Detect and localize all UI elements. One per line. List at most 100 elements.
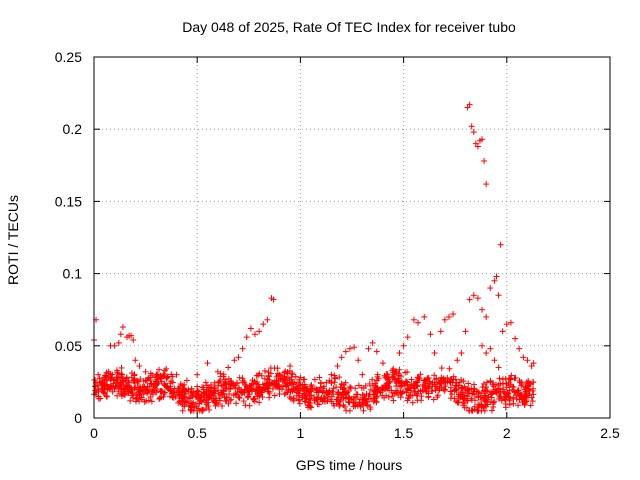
data-point: [147, 376, 154, 383]
data-point: [217, 389, 224, 396]
data-point: [239, 345, 246, 352]
data-point: [530, 379, 537, 386]
data-point: [470, 129, 477, 136]
data-point: [510, 383, 517, 390]
data-point: [195, 388, 202, 395]
data-point: [396, 379, 403, 386]
data-point: [193, 392, 200, 399]
data-point: [502, 404, 509, 411]
data-point: [417, 387, 424, 394]
data-point: [311, 397, 318, 404]
data-point: [162, 382, 169, 389]
data-point: [146, 383, 153, 390]
data-point: [261, 367, 268, 374]
data-point: [334, 363, 341, 370]
data-point: [430, 396, 437, 403]
data-point: [497, 241, 504, 248]
data-point: [306, 402, 313, 409]
data-point: [264, 376, 271, 383]
data-point: [221, 376, 228, 383]
data-point: [136, 398, 143, 405]
data-point: [148, 398, 155, 405]
data-point: [287, 363, 294, 370]
data-point: [466, 296, 473, 303]
data-point: [311, 385, 318, 392]
data-point: [197, 398, 204, 405]
data-point: [374, 371, 381, 378]
data-point: [352, 385, 359, 392]
data-point: [288, 374, 295, 381]
data-point: [399, 390, 406, 397]
data-point: [464, 390, 471, 397]
data-point: [144, 390, 151, 397]
data-point: [167, 383, 174, 390]
data-point: [251, 398, 258, 405]
data-point: [352, 402, 359, 409]
data-point: [506, 387, 513, 394]
data-point: [438, 365, 445, 372]
data-point: [524, 357, 531, 364]
data-point: [173, 389, 180, 396]
data-point: [243, 334, 250, 341]
data-point: [321, 395, 328, 402]
data-point: [204, 360, 211, 367]
data-point: [131, 379, 138, 386]
data-point: [227, 397, 234, 404]
data-point: [458, 350, 465, 357]
data-point: [164, 374, 171, 381]
data-point: [92, 376, 99, 383]
axis-ticks: 0 0.5 1 1.5 2 2.5 0 0.05 0.1 0.15 0.2 0.25: [55, 49, 620, 441]
data-point: [390, 365, 397, 372]
data-point: [460, 396, 467, 403]
data-point: [154, 371, 161, 378]
data-point: [474, 143, 481, 150]
data-point: [410, 380, 417, 387]
data-point: [111, 342, 118, 349]
data-point: [250, 395, 257, 402]
data-point: [179, 407, 186, 414]
y-axis-title: ROTI / TECUs: [5, 195, 21, 285]
data-point: [307, 383, 314, 390]
data-point: [121, 392, 128, 399]
data-point: [401, 382, 408, 389]
data-point: [264, 316, 271, 323]
data-point: [267, 365, 274, 372]
data-point: [107, 375, 114, 382]
data-point: [96, 375, 103, 382]
data-point: [527, 402, 534, 409]
data-point: [143, 397, 150, 404]
data-point: [161, 367, 168, 374]
data-point: [470, 388, 477, 395]
data-point: [97, 395, 104, 402]
data-point: [120, 388, 127, 395]
data-point: [362, 382, 369, 389]
data-point: [525, 386, 532, 393]
data-point: [521, 400, 528, 407]
data-point: [331, 372, 338, 379]
data-point: [132, 357, 139, 364]
data-point: [480, 387, 487, 394]
data-point: [292, 373, 299, 380]
data-point: [316, 374, 323, 381]
data-point: [351, 344, 358, 351]
data-point: [409, 399, 416, 406]
plot-frame: [93, 56, 611, 419]
data-point: [530, 360, 537, 367]
data-point: [256, 328, 263, 335]
data-point: [366, 391, 373, 398]
data-point: [373, 348, 380, 355]
y-tick-label: 0.15: [55, 193, 82, 209]
data-point: [488, 407, 495, 414]
data-point: [271, 392, 278, 399]
data-point: [236, 395, 243, 402]
data-point: [95, 371, 102, 378]
data-point: [300, 385, 307, 392]
data-point: [128, 384, 135, 391]
data-point: [240, 398, 247, 405]
data-point: [301, 381, 308, 388]
data-point: [495, 364, 502, 371]
data-point: [282, 368, 289, 375]
data-point: [338, 354, 345, 361]
data-point: [105, 368, 112, 375]
